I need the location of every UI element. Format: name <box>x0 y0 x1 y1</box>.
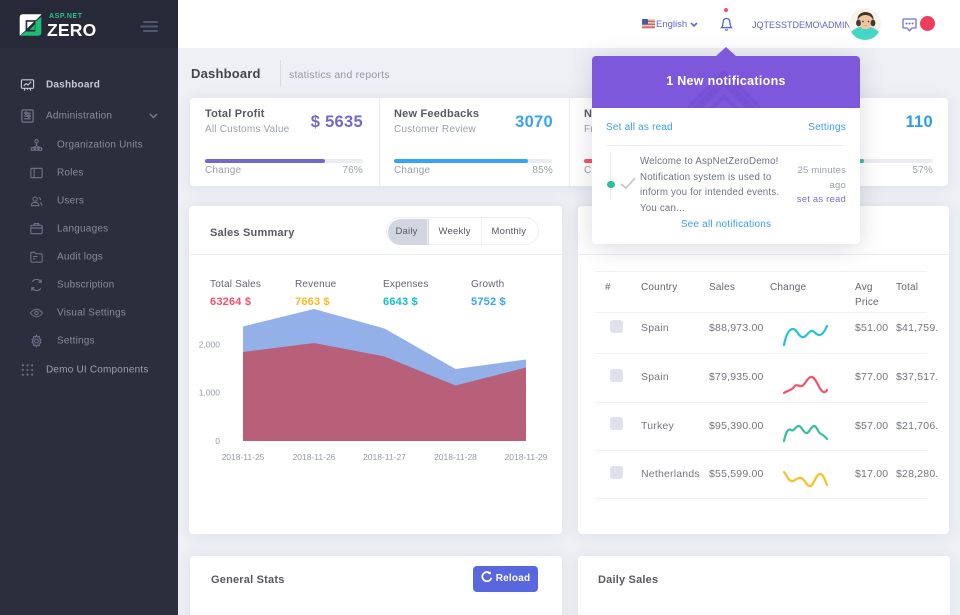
svg-text:2018-11-25: 2018-11-25 <box>222 452 265 462</box>
svg-text:1,000: 1,000 <box>199 388 221 398</box>
svg-text:2,000: 2,000 <box>199 340 221 350</box>
svg-text:2018-11-28: 2018-11-28 <box>434 452 477 462</box>
svg-text:0: 0 <box>215 436 220 446</box>
svg-text:2018-11-27: 2018-11-27 <box>363 452 406 462</box>
svg-text:2018-11-26: 2018-11-26 <box>293 452 336 462</box>
svg-text:2018-11-29: 2018-11-29 <box>505 452 548 462</box>
